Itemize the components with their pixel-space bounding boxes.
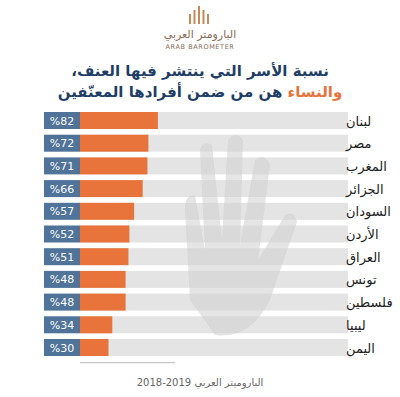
logo-english: ARAB BAROMETER (166, 43, 235, 51)
bar (80, 271, 126, 288)
value-label: %48 (50, 296, 74, 309)
category-label: مصر (345, 136, 371, 152)
row-band (80, 339, 348, 356)
row-band (80, 135, 348, 152)
value-label-box (44, 203, 80, 220)
logo-bar (189, 14, 191, 24)
value-label-box (44, 180, 80, 197)
value-label: %30 (50, 342, 74, 355)
logo-bar (207, 14, 209, 24)
value-label: %82 (50, 115, 74, 128)
value-label: %52 (50, 228, 74, 241)
chart-svg: البارومتر العربي ARAB BAROMETER نسبة الأسر… (0, 0, 400, 397)
category-label: المغرب (346, 159, 387, 175)
value-axis (80, 362, 175, 363)
category-label: فلسطين (346, 295, 393, 311)
value-label-box (44, 248, 80, 265)
value-label: %34 (50, 319, 74, 332)
category-label: تونس (346, 272, 377, 288)
value-label-box (44, 294, 80, 311)
bar (80, 316, 112, 333)
category-label: الأردن (346, 226, 379, 243)
value-label-box (44, 135, 80, 152)
logo-bar (203, 10, 205, 24)
bar (80, 339, 109, 356)
logo-bar (194, 10, 196, 24)
logo-icon (189, 6, 209, 24)
bars (80, 112, 158, 356)
chart-root: البارومتر العربي ARAB BAROMETER نسبة الأسر… (0, 0, 400, 397)
value-label-box (44, 157, 80, 174)
logo-bar (198, 6, 200, 24)
value-label-box (44, 226, 80, 243)
bar (80, 135, 148, 152)
value-label-box (44, 112, 80, 129)
title: نسبة الأسر التي ينتشر فيها العنف، (71, 62, 329, 80)
value-label-box (44, 271, 80, 288)
labels: %82 لبنان %72 مصر %71 المغرب %66 الجزائر %57 السو… (44, 112, 393, 357)
category-label: ليبيا (346, 318, 366, 333)
value-label: %57 (50, 205, 74, 218)
bar (80, 226, 129, 243)
bar (80, 248, 128, 265)
bands (80, 112, 348, 356)
value-label-box (44, 339, 80, 356)
value-label: %72 (50, 137, 74, 150)
row-band (80, 112, 348, 129)
logo-text: البارومتر العربي (164, 28, 237, 41)
category-label: العراق (346, 250, 381, 266)
category-label: اليمن (346, 341, 375, 357)
value-label: %48 (50, 273, 74, 286)
value-label: %51 (50, 251, 74, 264)
hand-decoration (185, 135, 297, 336)
bar (80, 180, 143, 197)
bar (80, 294, 126, 311)
subtitle: والنساء هن من ضمن أفرادها المعنّفين (58, 82, 343, 101)
value-label-box (44, 316, 80, 333)
subtitle-highlight: والنساء (288, 83, 343, 101)
value-label: %66 (50, 183, 74, 196)
bar (80, 203, 134, 220)
subtitle-rest: هن من ضمن أفرادها المعنّفين (58, 82, 288, 101)
bar (80, 112, 158, 129)
value-label: %71 (50, 160, 74, 173)
category-label: لبنان (346, 114, 371, 129)
footer: الباروميتر العربي 2019-2018 (137, 377, 264, 389)
category-label: الجزائر (345, 182, 384, 198)
bar (80, 157, 147, 174)
category-label: السودان (346, 204, 391, 220)
